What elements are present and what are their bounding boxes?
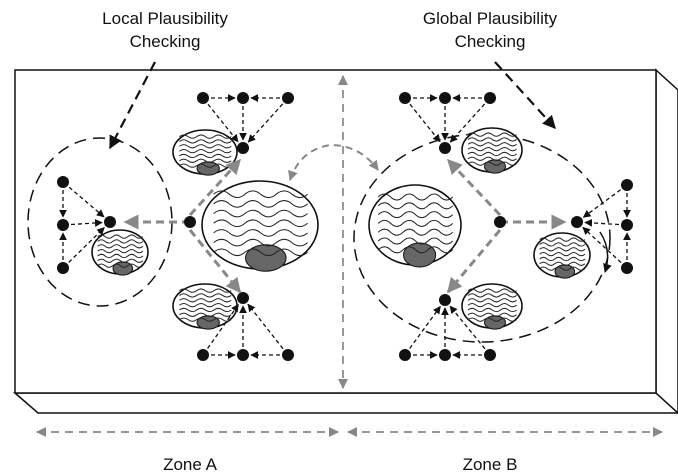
node-arrow [207,103,239,143]
node-arrow [68,227,105,263]
box-side [655,68,678,415]
node [237,142,249,154]
node [621,262,633,274]
callout-label: Checking [130,32,201,51]
callout-label: Local Plausibility [102,9,228,28]
node [282,349,294,361]
node-arrow [449,103,486,143]
callout-arrow [109,61,156,150]
node [621,219,633,231]
brain-folds [377,193,454,254]
brain-folds [467,132,517,166]
zone-label: Zone B [463,455,518,474]
global-zone [353,133,611,343]
node [282,92,294,104]
brain-cerebellum [403,242,437,268]
node [621,179,633,191]
node-arrow [70,219,103,227]
zone-label: Zone A [163,455,218,474]
node-arrow [247,303,284,350]
node [57,219,69,231]
brain-folds [213,190,308,257]
node [184,216,196,228]
callout-label: Global Plausibility [423,9,558,28]
node-arrow [409,305,441,349]
node [57,262,69,274]
node [439,349,451,361]
node [571,216,583,228]
brain-folds [97,234,144,268]
node [104,216,116,228]
node-arrow [68,186,105,218]
node-arrow [409,103,441,143]
node [57,176,69,188]
node [484,92,496,104]
node [197,92,209,104]
node [494,216,506,228]
exchange-arrow [599,231,612,273]
node [439,92,451,104]
brain-folds [467,288,517,322]
brain-folds [539,237,586,271]
node-arrow [582,226,622,264]
brain-folds [179,134,232,168]
node-arrow [449,305,486,350]
node [399,349,411,361]
node [237,292,249,304]
node-arrow [582,189,621,218]
exchange-arrow [288,143,379,181]
node [484,349,496,361]
box-bottom [12,392,678,414]
node [237,349,249,361]
node-arrow [247,103,284,143]
callout-label: Checking [455,32,526,51]
node-arrow [207,303,239,349]
node-arrow [584,219,620,227]
node [399,92,411,104]
node [237,92,249,104]
link-arrow [188,229,242,294]
node [439,294,451,306]
link-arrow [446,229,502,294]
brain-folds [179,288,232,322]
node [439,142,451,154]
node [197,349,209,361]
brain-cerebellum [244,244,287,272]
